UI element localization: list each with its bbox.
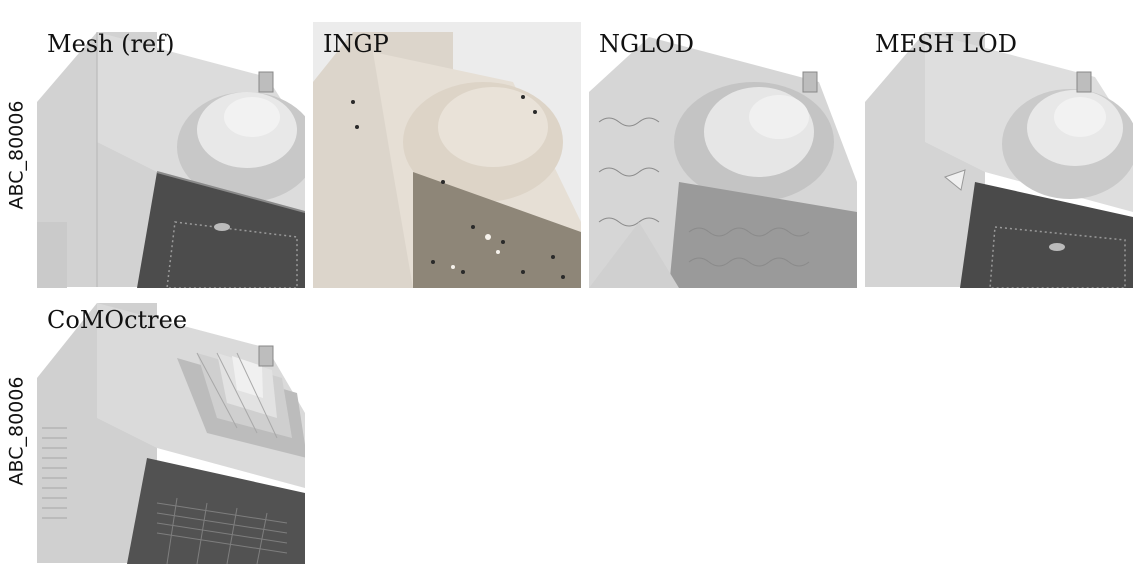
row-label-1: ABC_80006 [5,22,28,288]
render-image [313,22,581,288]
row-label-text: ABC_80006 [5,376,28,486]
row-label-text: ABC_80006 [5,100,28,210]
render-image [865,22,1133,288]
panel-caption: INGP [323,30,389,58]
panel-caption: Mesh (ref) [47,30,175,58]
panel-caption: CoMOctree [47,306,188,334]
panel-comoctree: CoMOctree [37,298,305,564]
panel-nglod: NGLOD [589,22,857,288]
render-image [37,22,305,288]
panel-caption: NGLOD [599,30,695,58]
render-image [37,298,305,564]
panel-mesh-ref: Mesh (ref) [37,22,305,288]
panel-mesh-lod: MESH LOD [865,22,1133,288]
panel-caption: MESH LOD [875,30,1017,58]
render-image [589,22,857,288]
row-label-2: ABC_80006 [5,298,28,564]
panel-ingp: INGP [313,22,581,288]
